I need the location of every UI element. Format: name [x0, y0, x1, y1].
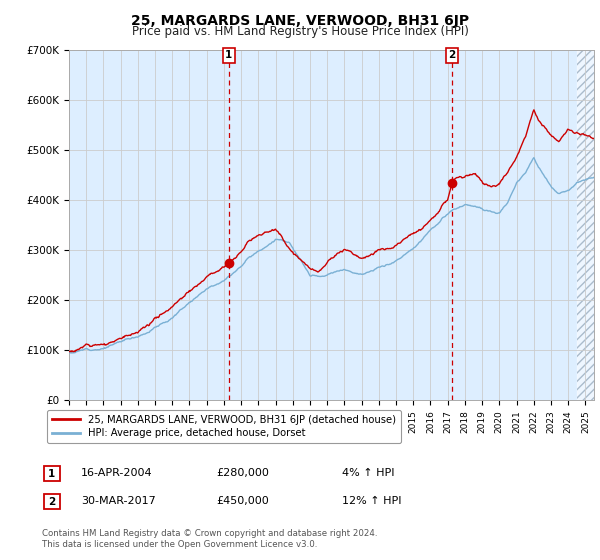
Text: 4% ↑ HPI: 4% ↑ HPI [342, 468, 395, 478]
Text: 12% ↑ HPI: 12% ↑ HPI [342, 496, 401, 506]
Bar [577, 50, 594, 400]
Text: 1: 1 [225, 50, 233, 60]
Text: £280,000: £280,000 [216, 468, 269, 478]
Text: 25, MARGARDS LANE, VERWOOD, BH31 6JP: 25, MARGARDS LANE, VERWOOD, BH31 6JP [131, 14, 469, 28]
Bar [577, 50, 594, 400]
Text: 1: 1 [48, 469, 55, 479]
Legend: 25, MARGARDS LANE, VERWOOD, BH31 6JP (detached house), HPI: Average price, detac: 25, MARGARDS LANE, VERWOOD, BH31 6JP (de… [47, 410, 401, 444]
FancyBboxPatch shape [44, 494, 59, 509]
FancyBboxPatch shape [44, 466, 59, 481]
Text: Price paid vs. HM Land Registry's House Price Index (HPI): Price paid vs. HM Land Registry's House … [131, 25, 469, 38]
Text: 30-MAR-2017: 30-MAR-2017 [81, 496, 156, 506]
Text: 2: 2 [448, 50, 455, 60]
Text: 2: 2 [48, 497, 55, 507]
Text: 16-APR-2004: 16-APR-2004 [81, 468, 152, 478]
Text: Contains HM Land Registry data © Crown copyright and database right 2024.
This d: Contains HM Land Registry data © Crown c… [42, 529, 377, 549]
Text: £450,000: £450,000 [216, 496, 269, 506]
